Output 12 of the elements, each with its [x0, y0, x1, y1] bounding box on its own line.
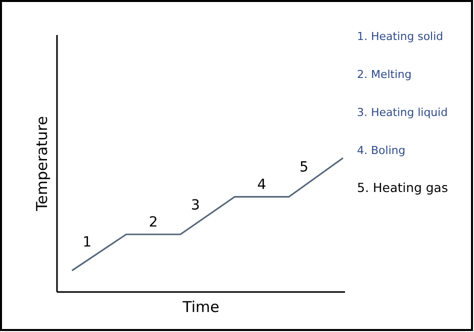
- annotation: 1: [82, 234, 92, 250]
- text: 4. Boling: [357, 144, 406, 157]
- annotation: 3: [191, 198, 200, 214]
- text: 5. Heating gas: [357, 180, 448, 195]
- annotation: 2: [148, 214, 158, 230]
- text: 2. Melting: [357, 68, 412, 81]
- annotation: 5: [299, 159, 308, 176]
- text: 1. Heating solid: [357, 30, 444, 43]
- text: 3. Heating liquid: [357, 106, 448, 119]
- y-axis-title: Temperature: [33, 116, 51, 212]
- annotation: 4: [257, 176, 266, 193]
- x-axis-title: Time: [182, 298, 220, 316]
